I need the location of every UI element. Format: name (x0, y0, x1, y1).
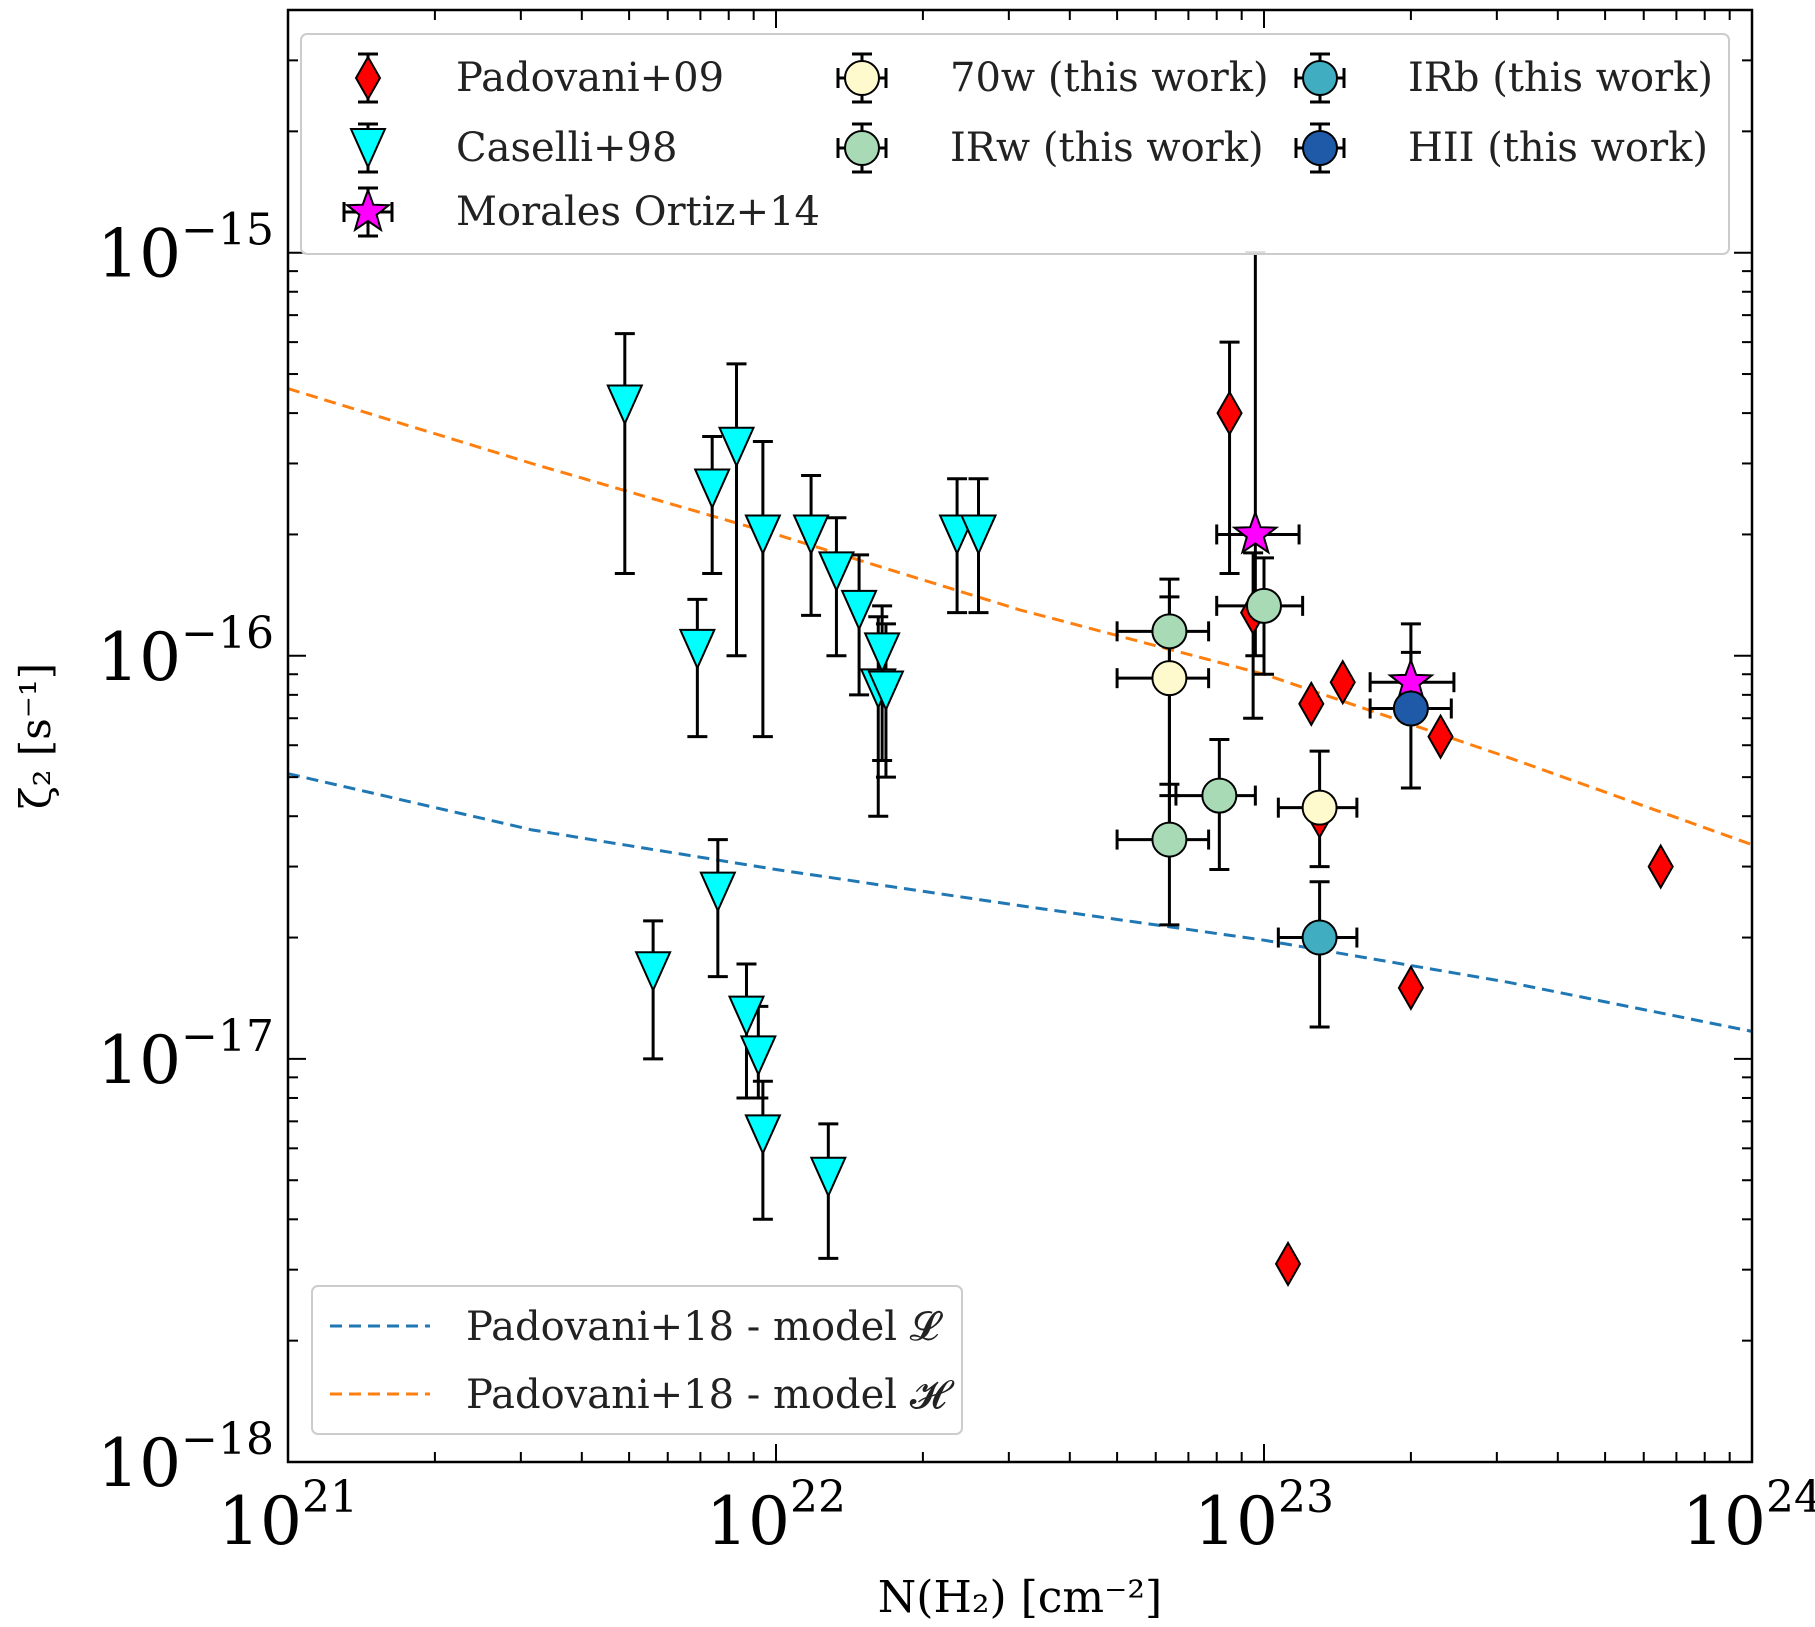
data-point (1201, 777, 1238, 814)
data-point (678, 628, 716, 671)
data-point (744, 1114, 782, 1156)
error-bars (614, 251, 1456, 1260)
legend-label: HII (this work) (1408, 125, 1708, 171)
data-point (1329, 659, 1356, 706)
legend-marker (344, 187, 392, 233)
data-point (606, 384, 644, 427)
data-point (1216, 390, 1243, 437)
legend-label: Caselli+98 (456, 125, 677, 171)
data-point (693, 468, 731, 510)
data-point (744, 514, 782, 556)
data-point (863, 632, 901, 674)
x-tick-label: 1024 (1682, 1472, 1815, 1560)
legend-marker (844, 130, 880, 166)
legend-marker (1302, 130, 1338, 166)
legend-label: Padovani+09 (456, 55, 724, 101)
data-point (817, 551, 855, 593)
legend-label: IRw (this work) (950, 125, 1264, 171)
data-point (867, 670, 905, 712)
data-point (792, 514, 830, 556)
y-tick-label: 10−16 (97, 608, 274, 696)
legend-marker (844, 60, 880, 96)
x-tick-label: 1021 (218, 1472, 358, 1560)
legend-label: Padovani+18 - model 𝓗 (466, 1372, 955, 1418)
legend-label: 70w (this work) (950, 55, 1269, 101)
x-tick-label: 1023 (1194, 1472, 1334, 1560)
data-point (1274, 1240, 1302, 1287)
data-point (1427, 713, 1454, 760)
data-point (634, 951, 672, 993)
legend-box (300, 33, 1730, 255)
data-point (1397, 964, 1425, 1011)
legend-box (311, 1285, 963, 1435)
data-point (739, 1035, 777, 1077)
x-axis-label: N(H₂) [cm⁻²] (878, 1572, 1162, 1623)
data-point (699, 871, 737, 914)
data-point (809, 1156, 847, 1199)
data-point (1647, 843, 1674, 890)
data-point (1298, 680, 1325, 727)
legend-marker (354, 54, 382, 102)
y-tick-label: 10−18 (97, 1414, 274, 1502)
legend-marker (349, 128, 387, 170)
model-line (287, 387, 1753, 847)
data-point (727, 995, 766, 1038)
legend-label: Morales Ortiz+14 (456, 189, 820, 235)
y-tick-label: 10−15 (97, 205, 274, 293)
data-point (959, 514, 998, 556)
data-markers (606, 384, 1674, 1287)
data-point (1246, 587, 1282, 624)
data-point (1151, 821, 1188, 858)
x-tick-label: 1022 (706, 1472, 846, 1560)
legend-label: IRb (this work) (1408, 55, 1713, 101)
data-point (1301, 789, 1338, 826)
legend-label: Padovani+18 - model 𝓛 (466, 1304, 944, 1350)
plot-frame (286, 8, 1754, 1464)
y-axis-label: ζ₂ [s⁻¹] (11, 663, 60, 809)
y-tick-label: 10−17 (97, 1011, 274, 1099)
axis-ticks (287, 9, 1753, 1463)
data-point (1151, 660, 1188, 697)
data-point (1301, 919, 1338, 956)
data-point (1151, 613, 1188, 650)
data-point (717, 426, 756, 469)
model-lines (287, 387, 1753, 1033)
data-point (840, 589, 878, 632)
legend-models: Padovani+18 - model 𝓛 Padovani+18 - model… (311, 1285, 963, 1435)
data-point (1392, 690, 1429, 727)
legend-markers: Padovani+09 Caselli+98 Morales Ortiz+14 70w… (300, 33, 1730, 255)
axis-tick-labels: 1021 1022 1023 1024 10−18 10−17 10−16 10−15 (97, 205, 1815, 1560)
model-line (287, 772, 1753, 1033)
data-point (1231, 509, 1280, 555)
legend-marker (1302, 60, 1338, 96)
